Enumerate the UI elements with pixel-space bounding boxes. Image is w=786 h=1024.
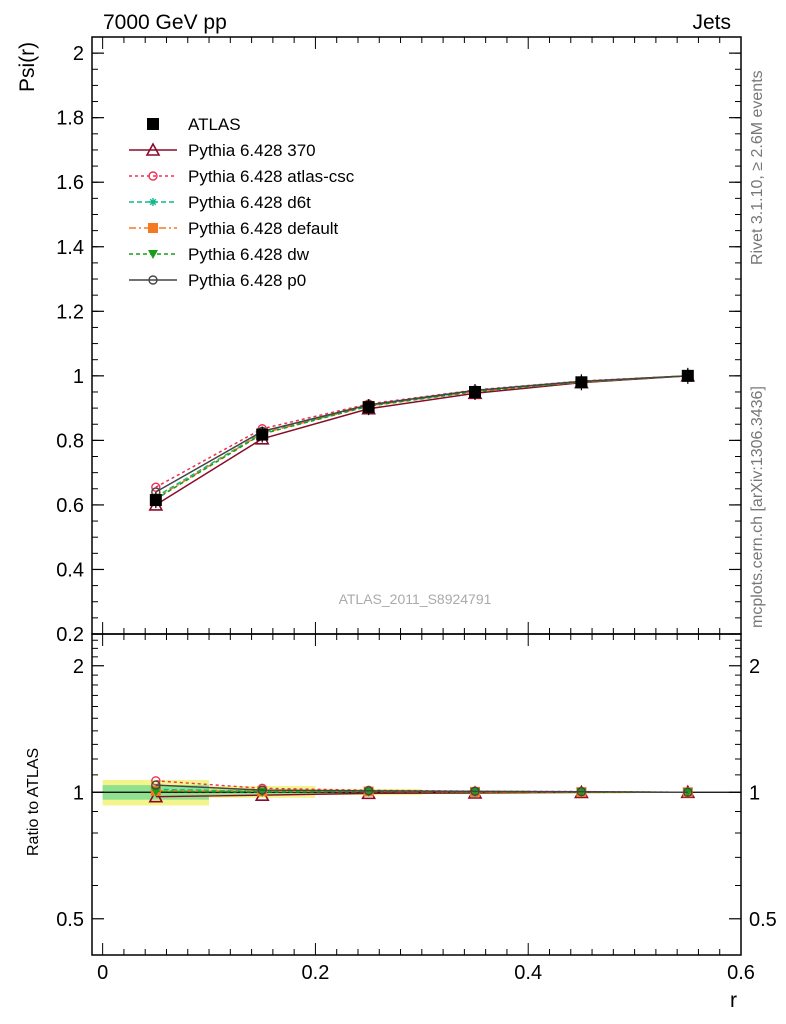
legend-marker <box>148 275 158 285</box>
ratio-y-tick-label: 1 <box>73 782 84 804</box>
main-y-tick-label: 2 <box>73 43 84 65</box>
ratio-plot-frame <box>91 633 742 956</box>
x-tick-label: 0.2 <box>302 962 330 984</box>
series-line-pythia-6-428-dw <box>155 375 688 500</box>
series-pythia-6-428-d6t <box>151 371 692 501</box>
data-point-atlas <box>362 401 375 414</box>
series-line-pythia-6-428-370 <box>155 375 688 506</box>
legend-label: Pythia 6.428 370 <box>188 141 316 160</box>
ratio-y-tick-label-right: 1 <box>749 782 760 804</box>
legend-entry-pythia-6-428-d6t: Pythia 6.428 d6t <box>129 193 311 212</box>
ratio-point-pythia-6-428-p0 <box>576 787 587 797</box>
data-point-atlas <box>575 376 588 389</box>
ratio-point-pythia-6-428-370 <box>148 789 164 803</box>
legend-label: Pythia 6.428 dw <box>188 245 310 264</box>
series-pythia-6-428-atlas-csc <box>151 371 693 492</box>
main-y-tick-label: 0.2 <box>56 624 84 646</box>
main-y-tick-label: 1.6 <box>56 172 84 194</box>
series-line-pythia-6-428-d6t <box>155 375 688 498</box>
data-point-atlas <box>149 494 162 507</box>
main-plot-panel: 0.2 0.4 0.6 0.8 1 1.2 1.4 1.6 1.8 2 <box>56 36 742 646</box>
mcplots-label: mcplots.cern.ch [arXiv:1306.3436] <box>749 386 766 628</box>
x-tick-label: 0.6 <box>727 962 755 984</box>
analysis-label: ATLAS_2011_S8924791 <box>339 591 492 607</box>
legend-marker <box>147 118 159 130</box>
legend-entry-pythia-6-428-dw: Pythia 6.428 dw <box>129 245 310 264</box>
legend-label: ATLAS <box>188 115 241 134</box>
main-y-tick-label: 1.8 <box>56 108 84 130</box>
main-y-tick-label: 0.8 <box>56 430 84 452</box>
x-axis-label: r <box>730 989 737 1012</box>
legend-label: Pythia 6.428 d6t <box>188 193 311 212</box>
main-y-axis-label: Psi(r) <box>16 42 39 92</box>
ratio-y-tick-label-right: 0.5 <box>749 909 777 931</box>
main-y-tick-label: 1 <box>73 366 84 388</box>
rivet-version-label: Rivet 3.1.10, ≥ 2.6M events <box>749 70 766 265</box>
data-point-atlas <box>256 428 269 441</box>
data-point-atlas <box>681 369 694 382</box>
legend-marker <box>148 171 158 181</box>
series-line-pythia-6-428-atlas-csc <box>155 375 688 488</box>
legend-label: Pythia 6.428 atlas-csc <box>188 167 355 186</box>
legend-marker <box>148 250 158 259</box>
ratio-point-pythia-6-428-dw <box>576 788 587 798</box>
ratio-y-tick-label-right: 2 <box>749 656 760 678</box>
x-tick-label: 0.4 <box>514 962 542 984</box>
legend-label: Pythia 6.428 p0 <box>188 271 306 290</box>
legend-marker <box>148 223 158 233</box>
series-pythia-6-428-370 <box>148 368 696 511</box>
x-tick-label: 0 <box>97 962 108 984</box>
series-pythia-6-428-default <box>150 370 693 504</box>
main-y-tick-label: 0.4 <box>56 559 84 581</box>
ratio-point-pythia-6-428-dw <box>363 787 374 797</box>
series-line-pythia-6-428-p0 <box>155 375 688 493</box>
legend-entry-pythia-6-428-p0: Pythia 6.428 p0 <box>129 271 306 290</box>
legend: ATLAS Pythia 6.428 370 Pythia 6.428 atlas-… <box>129 115 355 290</box>
ratio-point-pythia-6-428-p0 <box>363 786 374 796</box>
ratio-y-tick-label: 0.5 <box>56 909 84 931</box>
ratio-point-pythia-6-428-p0 <box>257 785 267 795</box>
ratio-series-pythia-6-428-p0 <box>151 780 693 797</box>
ratio-point-pythia-6-428-p0 <box>151 780 161 790</box>
data-point-atlas <box>469 385 482 398</box>
legend-marker <box>149 198 157 206</box>
process-label: Jets <box>692 11 731 34</box>
ratio-point-pythia-6-428-dw <box>470 788 481 798</box>
legend-label: Pythia 6.428 default <box>188 219 339 238</box>
legend-entry-pythia-6-428-default: Pythia 6.428 default <box>129 219 339 238</box>
legend-entry-pythia-6-428-370: Pythia 6.428 370 <box>129 141 316 160</box>
energy-label: 7000 GeV pp <box>103 11 227 34</box>
series-atlas <box>149 367 694 509</box>
legend-entry-pythia-6-428-atlas-csc: Pythia 6.428 atlas-csc <box>129 167 355 186</box>
ratio-y-tick-label: 2 <box>73 656 84 678</box>
ratio-line-pythia-6-428-p0 <box>155 784 688 793</box>
main-y-tick-label: 1.4 <box>56 237 84 259</box>
ratio-plot-panel: 0.5 0.5 1 1 2 2 0 0.2 0.4 0.6 <box>56 633 777 984</box>
series-line-pythia-6-428-default <box>155 375 688 500</box>
series-pythia-6-428-dw <box>150 371 693 505</box>
main-y-tick-label: 0.6 <box>56 495 84 517</box>
series-pythia-6-428-p0 <box>151 371 693 497</box>
ratio-point-pythia-6-428-dw <box>682 788 693 798</box>
legend-entry-atlas: ATLAS <box>147 115 241 134</box>
ratio-point-pythia-6-428-dw <box>150 787 161 797</box>
ratio-point-pythia-6-428-p0 <box>470 786 480 797</box>
ratio-y-axis-label: Ratio to ATLAS <box>25 748 42 856</box>
main-y-tick-label: 1.2 <box>56 301 84 323</box>
ratio-point-pythia-6-428-p0 <box>683 787 693 797</box>
legend-marker <box>145 142 161 156</box>
ratio-point-pythia-6-428-atlas-csc <box>151 776 161 786</box>
